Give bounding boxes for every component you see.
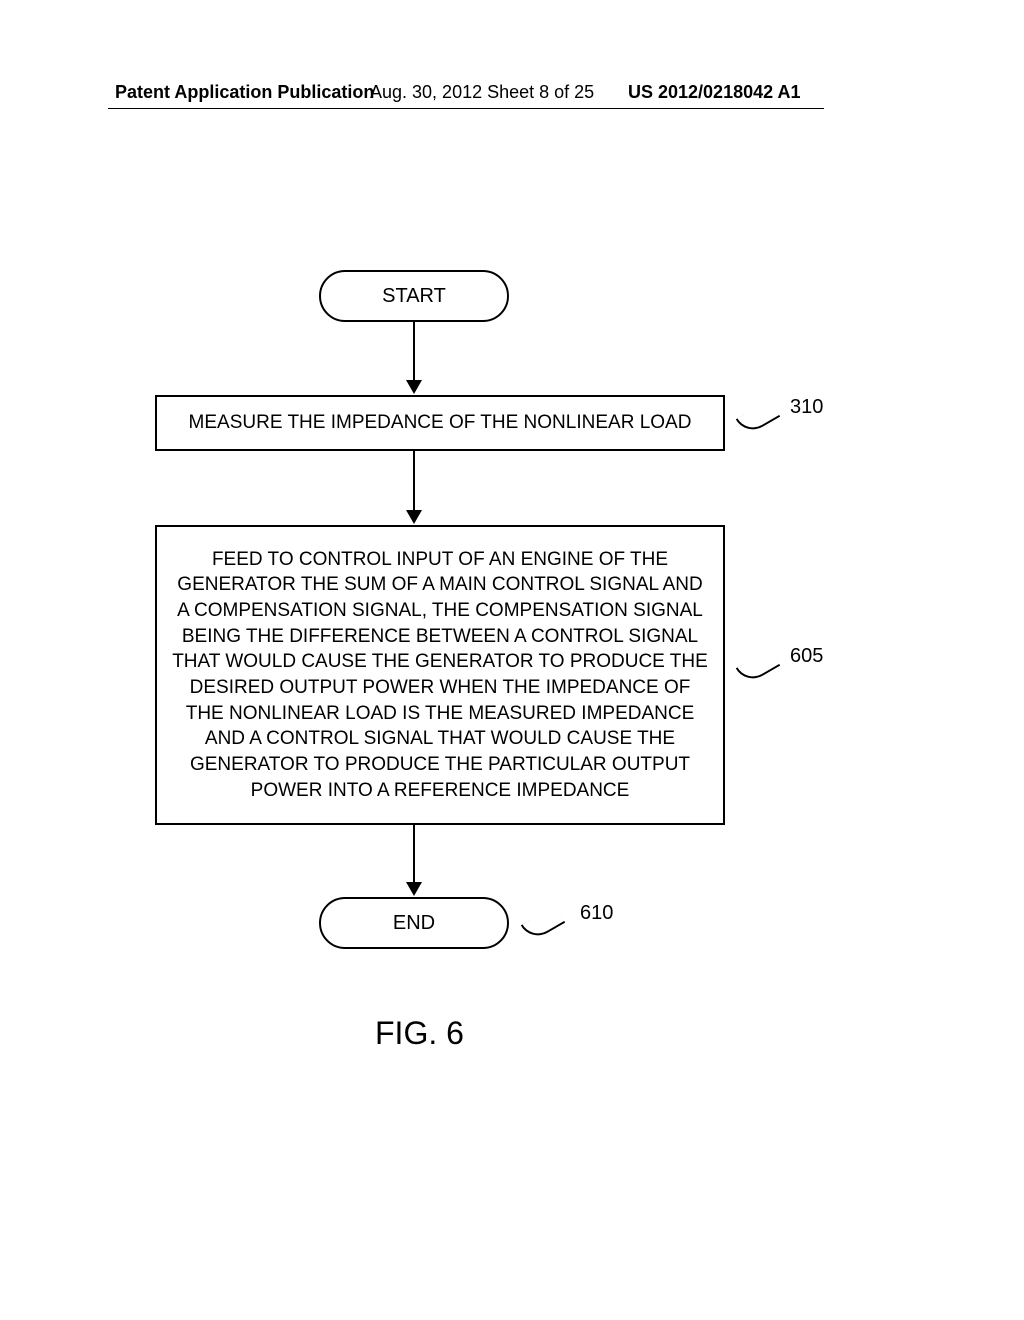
ref-label-310: 310 bbox=[790, 396, 823, 419]
arrow-1-head bbox=[406, 380, 422, 394]
figure-label: FIG. 6 bbox=[375, 1015, 464, 1052]
process-605: FEED TO CONTROL INPUT OF AN ENGINE OF TH… bbox=[155, 525, 725, 825]
start-terminal: START bbox=[319, 270, 509, 322]
end-terminal: END bbox=[319, 897, 509, 949]
arrow-1-line bbox=[413, 322, 415, 382]
header-center: Aug. 30, 2012 Sheet 8 of 25 bbox=[370, 82, 594, 103]
arrow-3-line bbox=[413, 825, 415, 884]
arrow-2-line bbox=[413, 451, 415, 512]
arrow-3-head bbox=[406, 882, 422, 896]
header-left: Patent Application Publication bbox=[115, 82, 374, 103]
header-rule bbox=[108, 108, 824, 109]
end-label: END bbox=[393, 912, 435, 935]
ref-curve-605 bbox=[736, 648, 781, 685]
process-310: MEASURE THE IMPEDANCE OF THE NONLINEAR L… bbox=[155, 395, 725, 451]
start-label: START bbox=[382, 285, 446, 308]
ref-label-610: 610 bbox=[580, 902, 613, 925]
process-605-text: FEED TO CONTROL INPUT OF AN ENGINE OF TH… bbox=[172, 547, 708, 803]
header-right: US 2012/0218042 A1 bbox=[628, 82, 800, 103]
process-310-text: MEASURE THE IMPEDANCE OF THE NONLINEAR L… bbox=[189, 410, 692, 436]
ref-label-605: 605 bbox=[790, 645, 823, 668]
ref-curve-610 bbox=[521, 905, 566, 942]
arrow-2-head bbox=[406, 510, 422, 524]
ref-curve-310 bbox=[736, 399, 781, 436]
